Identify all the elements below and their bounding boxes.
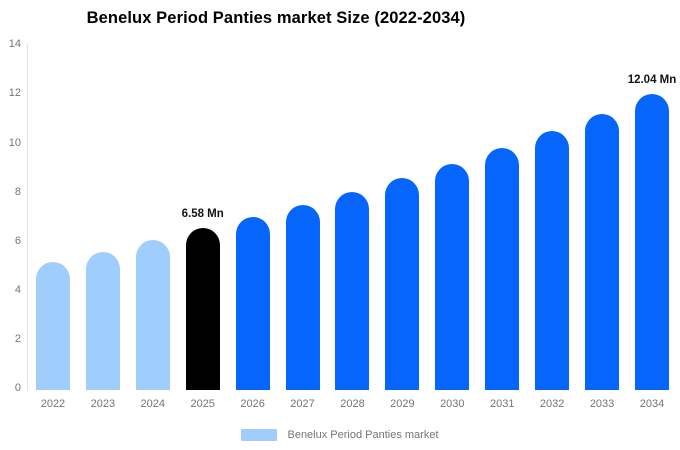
x-label-2029: 2029 [390, 398, 415, 410]
bar-2028[interactable] [335, 192, 370, 390]
bar-2033[interactable] [585, 113, 620, 390]
bar-2027[interactable] [285, 205, 320, 390]
bar-2030[interactable] [435, 163, 470, 390]
legend-label: Benelux Period Panties market [287, 429, 439, 441]
x-label-2027: 2027 [290, 398, 315, 410]
y-tick-12: 12 [8, 87, 21, 100]
y-tick-4: 4 [14, 283, 21, 296]
bar-2024[interactable] [135, 240, 170, 390]
bar-2034[interactable] [635, 94, 669, 390]
x-label-2030: 2030 [440, 398, 465, 410]
y-tick-2: 2 [14, 332, 21, 345]
x-label-2025: 2025 [190, 398, 215, 410]
value-label-2025: 6.58 Mn [181, 208, 224, 221]
bar-2025[interactable] [185, 228, 220, 390]
bar-2029[interactable] [385, 178, 420, 390]
x-label-2028: 2028 [340, 398, 365, 410]
bar-2031[interactable] [485, 147, 520, 390]
y-tick-14: 14 [8, 38, 21, 51]
y-tick-10: 10 [8, 136, 21, 149]
x-label-2032: 2032 [539, 398, 565, 410]
bar-2026[interactable] [235, 217, 270, 390]
legend-swatch [241, 429, 278, 441]
y-tick-8: 8 [14, 185, 21, 198]
y-tick-0: 0 [14, 382, 21, 394]
bar-2032[interactable] [535, 130, 570, 390]
legend[interactable]: Benelux Period Panties market [0, 429, 680, 441]
x-label-2033: 2033 [589, 398, 615, 410]
x-label-2031: 2031 [489, 398, 515, 410]
x-label-2024: 2024 [140, 398, 166, 410]
bar-2023[interactable] [85, 251, 120, 390]
value-label-2034: 12.04 Mn [627, 74, 677, 87]
y-tick-6: 6 [14, 234, 21, 247]
chart-title: Benelux Period Panties market Size (2022… [86, 9, 466, 27]
x-label-2034: 2034 [639, 398, 665, 410]
x-label-2022: 2022 [40, 398, 66, 410]
y-axis-line [27, 44, 28, 390]
x-label-2026: 2026 [240, 398, 265, 410]
x-label-2023: 2023 [90, 398, 116, 410]
bar-2022[interactable] [35, 261, 70, 390]
